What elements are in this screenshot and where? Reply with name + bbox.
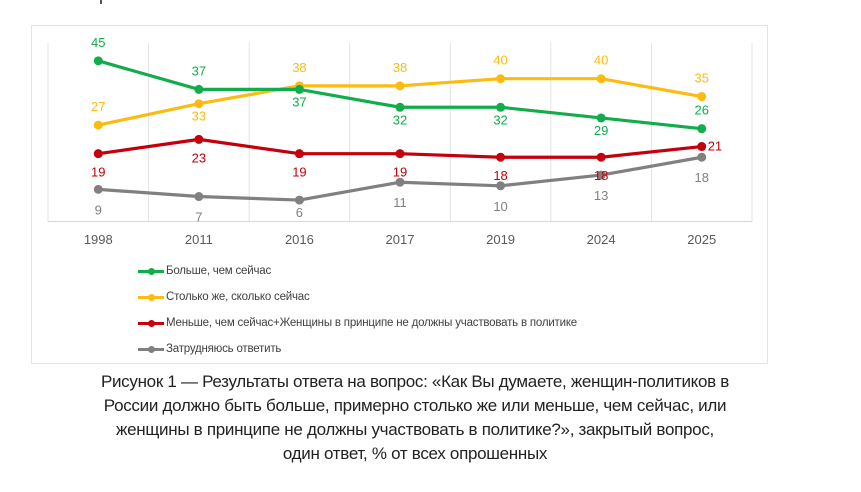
series-points bbox=[93, 56, 707, 205]
data-label: 23 bbox=[192, 150, 206, 165]
data-point bbox=[395, 177, 405, 187]
data-label: 18 bbox=[694, 170, 708, 185]
data-label: 7 bbox=[195, 210, 202, 225]
caption-line: России должно быть больше, примерно стол… bbox=[103, 396, 727, 415]
legend-item: Больше, чем сейчас bbox=[138, 258, 577, 284]
data-point bbox=[194, 192, 204, 202]
data-label: 18 bbox=[493, 168, 507, 183]
data-label: 29 bbox=[594, 123, 608, 138]
data-point bbox=[496, 102, 506, 112]
data-label: 40 bbox=[594, 53, 608, 68]
data-label: 27 bbox=[91, 99, 105, 114]
legend-label: Меньше, чем сейчас+Женщины в принципе не… bbox=[166, 317, 577, 329]
data-label: 21 bbox=[708, 139, 722, 154]
caption-line: Рисунок 1 — Результаты ответа на вопрос:… bbox=[100, 372, 730, 391]
data-point bbox=[93, 184, 103, 194]
data-label: 45 bbox=[91, 35, 105, 50]
legend-swatch-icon bbox=[138, 343, 164, 355]
data-point bbox=[697, 152, 707, 162]
data-labels: 45 37 37 32 32 29 26 27 33 38 38 40 40 35 19 23 19 19 18 18… bbox=[91, 35, 722, 225]
data-point bbox=[496, 181, 506, 191]
data-point bbox=[194, 134, 204, 144]
figure-caption: Рисунок 1 — Результаты ответа на вопрос:… bbox=[20, 370, 810, 466]
legend-item: Затрудняюсь ответить bbox=[138, 336, 577, 362]
data-point bbox=[697, 92, 707, 102]
data-label: 6 bbox=[296, 205, 303, 220]
caption-line: женщины в принципе не должны участвовать… bbox=[116, 420, 714, 439]
x-tick-label: 2017 bbox=[386, 232, 415, 247]
data-point bbox=[697, 142, 707, 152]
data-label: 32 bbox=[393, 112, 407, 127]
data-point bbox=[596, 113, 606, 123]
grid-lines bbox=[47, 43, 753, 222]
data-point bbox=[496, 74, 506, 84]
data-label: 40 bbox=[493, 53, 507, 68]
data-point bbox=[395, 81, 405, 91]
data-label: 37 bbox=[192, 63, 206, 78]
data-label: 33 bbox=[192, 109, 206, 124]
legend-swatch-icon bbox=[138, 265, 164, 277]
x-tick-label: 2011 bbox=[185, 232, 213, 247]
data-point bbox=[596, 170, 606, 180]
data-label: 11 bbox=[393, 195, 407, 210]
data-label: 35 bbox=[694, 71, 708, 86]
text-cursor-mark bbox=[100, 0, 102, 4]
data-label: 13 bbox=[594, 188, 608, 203]
data-point bbox=[395, 102, 405, 112]
data-point bbox=[93, 149, 103, 159]
data-label: 38 bbox=[292, 60, 306, 75]
legend-swatch-icon bbox=[138, 317, 164, 329]
data-label: 10 bbox=[493, 199, 507, 214]
data-point bbox=[194, 84, 204, 94]
x-tick-label: 2019 bbox=[486, 232, 515, 247]
data-label: 19 bbox=[91, 165, 105, 180]
data-label: 37 bbox=[292, 94, 306, 109]
data-point bbox=[93, 120, 103, 130]
x-tick-label: 2025 bbox=[687, 232, 716, 247]
data-point bbox=[395, 149, 405, 159]
legend-swatch-icon bbox=[138, 291, 164, 303]
data-label: 38 bbox=[393, 60, 407, 75]
line-chart: 45 37 37 32 32 29 26 27 33 38 38 40 40 35 19 23 19 19 18 18… bbox=[47, 35, 753, 247]
data-point bbox=[294, 149, 304, 159]
legend-label: Столько же, сколько сейчас bbox=[166, 291, 310, 303]
data-point bbox=[93, 56, 103, 66]
data-label: 19 bbox=[292, 165, 306, 180]
legend-item: Меньше, чем сейчас+Женщины в принципе не… bbox=[138, 310, 577, 336]
data-point bbox=[596, 74, 606, 84]
data-label: 9 bbox=[95, 202, 102, 217]
data-point bbox=[697, 124, 707, 134]
data-label: 26 bbox=[694, 103, 708, 118]
legend-label: Затрудняюсь ответить bbox=[166, 343, 282, 355]
legend: Больше, чем сейчас Столько же, сколько с… bbox=[138, 258, 577, 362]
data-label: 19 bbox=[393, 165, 407, 180]
x-axis-ticks: 1998 2011 2016 2017 2019 2024 2025 bbox=[84, 232, 716, 247]
data-point bbox=[294, 195, 304, 205]
data-label: 32 bbox=[493, 112, 507, 127]
legend-item: Столько же, сколько сейчас bbox=[138, 284, 577, 310]
data-point bbox=[294, 84, 304, 94]
data-point bbox=[596, 152, 606, 162]
data-point bbox=[496, 152, 506, 162]
caption-line: один ответ, % от всех опрошенных bbox=[282, 444, 548, 463]
x-tick-label: 2016 bbox=[285, 232, 314, 247]
legend-label: Больше, чем сейчас bbox=[166, 265, 271, 277]
x-tick-label: 2024 bbox=[587, 232, 616, 247]
data-label: 18 bbox=[594, 168, 608, 183]
x-tick-label: 1998 bbox=[84, 232, 113, 247]
data-point bbox=[194, 99, 204, 109]
